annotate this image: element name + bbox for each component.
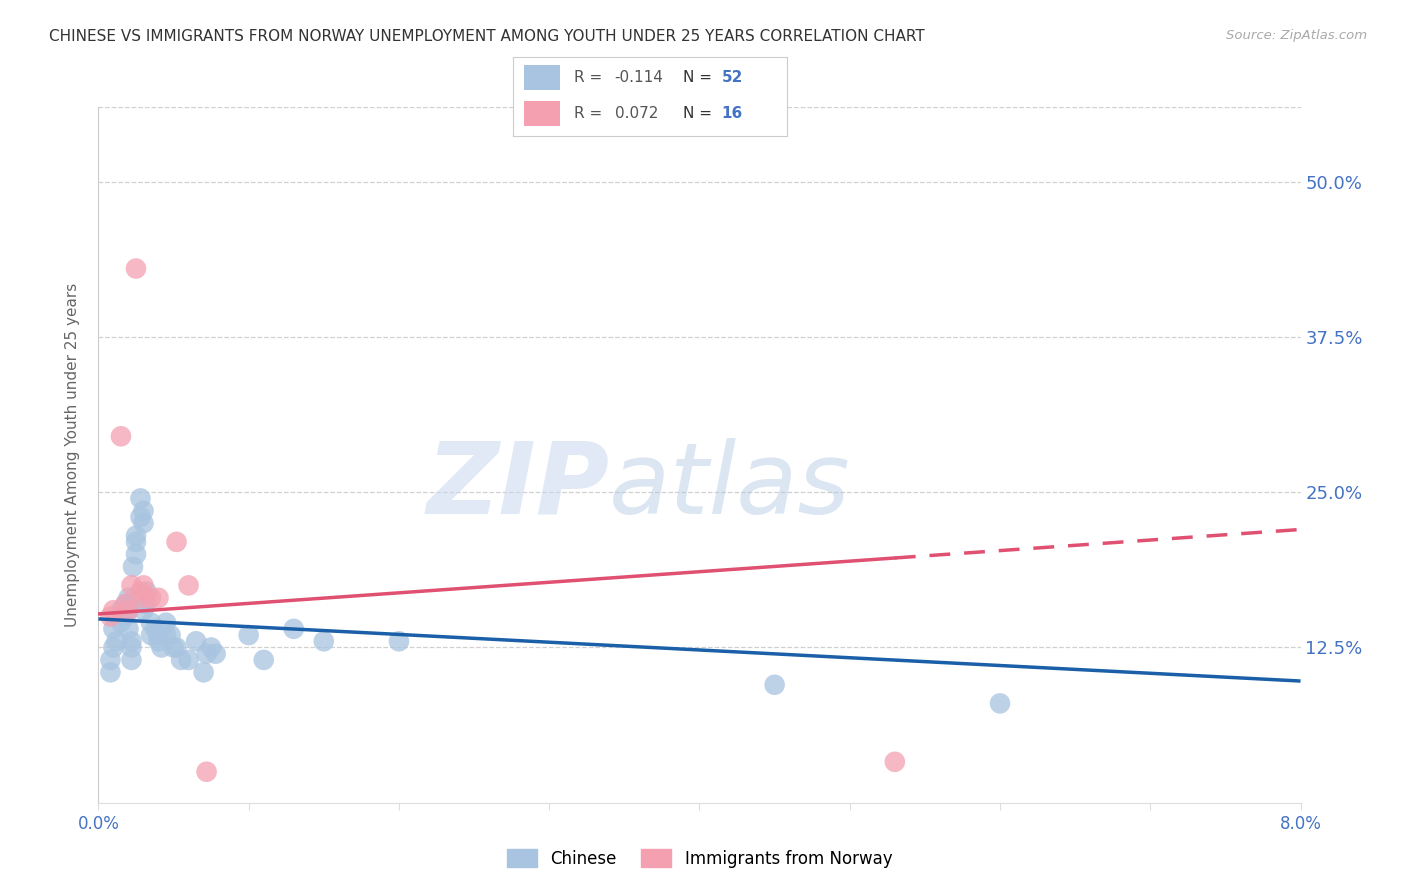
Point [238, 628, 260, 642]
Point [253, 653, 276, 667]
Point [148, 634, 170, 648]
Text: Source: ZipAtlas.com: Source: ZipAtlas.com [1226, 29, 1367, 43]
Text: R =: R = [574, 106, 606, 121]
Point [121, 634, 143, 648]
Point [170, 653, 193, 667]
Legend: Chinese, Immigrants from Norway: Chinese, Immigrants from Norway [501, 842, 898, 874]
Text: 0.072: 0.072 [614, 106, 658, 121]
Point [129, 510, 152, 524]
Point [132, 516, 155, 531]
Point [159, 628, 181, 642]
Point [103, 640, 125, 655]
Point [121, 640, 143, 655]
Text: -0.114: -0.114 [614, 70, 664, 85]
Point [129, 491, 152, 506]
Point [148, 591, 170, 605]
Text: 52: 52 [721, 70, 742, 85]
Point [100, 653, 122, 667]
Point [100, 665, 122, 680]
Point [195, 764, 218, 779]
Text: N =: N = [683, 106, 717, 121]
Text: CHINESE VS IMMIGRANTS FROM NORWAY UNEMPLOYMENT AMONG YOUTH UNDER 25 YEARS CORREL: CHINESE VS IMMIGRANTS FROM NORWAY UNEMPL… [49, 29, 925, 45]
Point [122, 559, 145, 574]
Point [283, 622, 305, 636]
Point [195, 647, 218, 661]
Point [162, 640, 184, 655]
Point [132, 504, 155, 518]
Point [103, 622, 125, 636]
Point [114, 597, 136, 611]
Point [100, 609, 122, 624]
Text: R =: R = [574, 70, 606, 85]
Point [125, 535, 148, 549]
Point [763, 678, 786, 692]
Point [883, 755, 905, 769]
Point [125, 529, 148, 543]
Point [312, 634, 335, 648]
Point [125, 547, 148, 561]
Point [155, 628, 177, 642]
Text: atlas: atlas [609, 438, 851, 534]
Point [155, 615, 177, 630]
Point [132, 578, 155, 592]
Bar [524, 101, 560, 126]
Point [117, 591, 139, 605]
Point [184, 634, 207, 648]
Point [177, 653, 200, 667]
Point [103, 603, 125, 617]
Point [117, 622, 139, 636]
Point [135, 597, 157, 611]
Text: ZIP: ZIP [426, 438, 609, 534]
Point [139, 615, 162, 630]
Point [388, 634, 411, 648]
Text: 16: 16 [721, 106, 742, 121]
Point [114, 609, 136, 624]
Point [129, 584, 152, 599]
Point [112, 603, 135, 617]
Point [121, 578, 143, 592]
Point [166, 640, 188, 655]
Point [145, 622, 167, 636]
Point [200, 640, 222, 655]
Point [193, 665, 215, 680]
Point [204, 647, 226, 661]
Point [110, 603, 132, 617]
Point [988, 697, 1011, 711]
Point [150, 640, 173, 655]
Bar [524, 65, 560, 90]
Point [117, 603, 139, 617]
Text: N =: N = [683, 70, 717, 85]
Point [177, 578, 200, 592]
Point [166, 535, 188, 549]
Point [125, 261, 148, 276]
Point [135, 584, 157, 599]
Point [132, 603, 155, 617]
Point [132, 591, 155, 605]
Point [114, 597, 136, 611]
Point [105, 634, 128, 648]
Point [139, 591, 162, 605]
Point [110, 429, 132, 443]
Point [121, 653, 143, 667]
Y-axis label: Unemployment Among Youth under 25 years: Unemployment Among Youth under 25 years [65, 283, 80, 627]
Point [117, 603, 139, 617]
Point [148, 628, 170, 642]
Point [110, 615, 132, 630]
Point [139, 628, 162, 642]
